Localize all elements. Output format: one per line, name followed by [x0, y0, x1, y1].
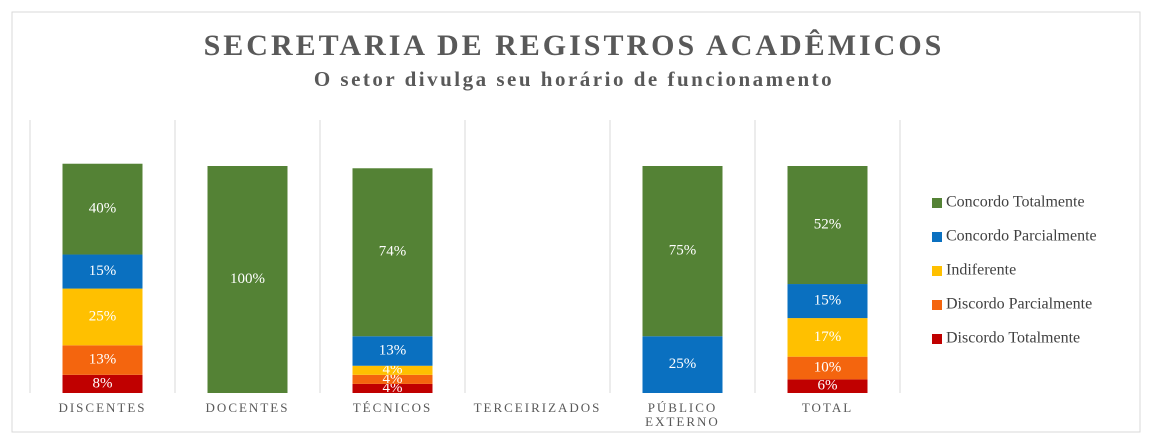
- data-label: 25%: [89, 308, 117, 324]
- x-tick-label: TOTAL: [802, 400, 853, 415]
- legend-swatch: [932, 334, 942, 344]
- bar-segment: [352, 383, 433, 393]
- separators: [29, 120, 901, 393]
- data-label: 75%: [669, 243, 697, 259]
- data-label: 6%: [818, 378, 838, 394]
- legend-label: Concordo Totalmente: [946, 194, 1085, 211]
- bar-segment: [787, 284, 868, 319]
- bar-segment: [642, 336, 723, 393]
- legend-swatch: [932, 266, 942, 276]
- bar-segment: [642, 166, 723, 337]
- legend-swatch: [932, 198, 942, 208]
- legend-label: Discordo Totalmente: [946, 330, 1080, 347]
- data-label: 17%: [814, 329, 842, 345]
- legend-swatch: [932, 232, 942, 242]
- bar-segment: [62, 254, 143, 289]
- legend-label: Concordo Parcialmente: [946, 228, 1097, 245]
- bar-segment: [352, 168, 433, 337]
- data-label: 52%: [814, 216, 842, 232]
- chart-border: [11, 11, 1141, 433]
- x-tick-label: TÉCNICOS: [353, 400, 433, 415]
- x-tick-label: TERCEIRIZADOS: [474, 400, 602, 415]
- chart-subtitle: O setor divulga seu horário de funcionam…: [314, 67, 834, 91]
- data-label: 100%: [230, 271, 265, 287]
- data-label: 40%: [89, 201, 117, 217]
- bar-segment: [207, 166, 288, 393]
- data-label: 15%: [814, 293, 842, 309]
- bar-segment: [352, 374, 433, 384]
- legend-label: Discordo Parcialmente: [946, 296, 1092, 313]
- chart-title: SECRETARIA DE REGISTROS ACADÊMICOS: [204, 29, 945, 62]
- legend-swatch: [932, 300, 942, 310]
- legend-label: Indiferente: [946, 262, 1016, 279]
- bar-segment: [62, 163, 143, 255]
- bar-segment: [62, 345, 143, 375]
- bar-segment: [787, 379, 868, 393]
- bar-segment: [62, 374, 143, 393]
- data-label: 25%: [669, 356, 697, 372]
- x-tick-label: DOCENTES: [206, 400, 290, 415]
- data-label: 74%: [379, 244, 407, 260]
- bar-segment: [352, 336, 433, 366]
- bar-segment: [62, 288, 143, 346]
- data-label: 15%: [89, 263, 117, 279]
- data-label: 13%: [379, 342, 407, 358]
- bar-segment: [787, 356, 868, 380]
- x-tick-label: PÚBLICO EXTERNO: [645, 400, 720, 429]
- bar-segment: [787, 318, 868, 357]
- x-tick-label: DISCENTES: [58, 400, 146, 415]
- data-label: 13%: [89, 352, 117, 368]
- data-label: 8%: [93, 375, 113, 391]
- bar-segment: [787, 166, 868, 285]
- data-label: 10%: [814, 359, 842, 375]
- bar-segment: [352, 365, 433, 375]
